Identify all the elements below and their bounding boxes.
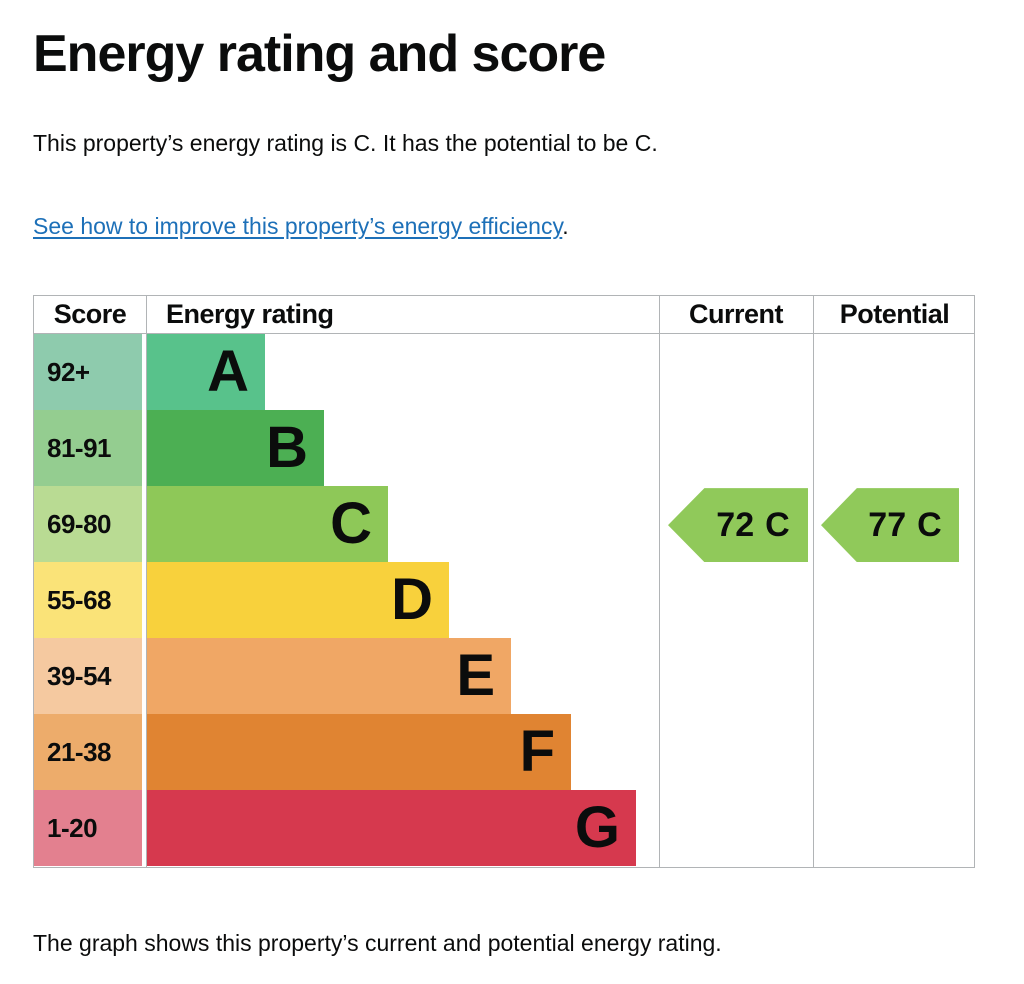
score-range-label: 69-80 (47, 508, 112, 539)
band-letter: A (207, 339, 249, 405)
band-letter: G (574, 795, 620, 861)
header-energy-rating: Energy rating (166, 299, 334, 330)
band-row: 69-80 C (34, 486, 974, 563)
score-range-label: 92+ (47, 356, 90, 387)
current-rating-band: C (765, 505, 790, 544)
band-bar: A (147, 334, 265, 411)
score-cell: 21-38 (34, 714, 142, 791)
intro-text: This property’s energy rating is C. It h… (33, 130, 658, 157)
band-letter: B (266, 415, 308, 481)
potential-rating-band: C (917, 505, 942, 544)
score-cell: 55-68 (34, 562, 142, 639)
header-current: Current (688, 299, 784, 330)
link-suffix: . (562, 213, 569, 240)
footer-text: The graph shows this property’s current … (33, 930, 722, 957)
band-letter: F (519, 719, 555, 785)
score-range-label: 21-38 (47, 736, 112, 767)
current-rating-value: 72 (716, 505, 755, 544)
improvement-link[interactable]: See how to improve this property’s energ… (33, 213, 563, 240)
band-row: 39-54 E (34, 638, 974, 715)
band-row: 21-38 F (34, 714, 974, 791)
band-rows: 92+ A 81-91 B 69-80 C 55-68 D 39-54 (34, 334, 974, 867)
score-range-label: 1-20 (47, 812, 98, 843)
band-row: 1-20 G (34, 790, 974, 867)
band-row: 81-91 B (34, 410, 974, 487)
band-bar: B (147, 410, 324, 487)
score-range-label: 55-68 (47, 584, 112, 615)
band-bar: G (147, 790, 636, 867)
potential-rating-value: 77 (868, 505, 907, 544)
column-divider-score (146, 296, 147, 868)
score-cell: 81-91 (34, 410, 142, 487)
score-range-label: 39-54 (47, 660, 112, 691)
improvement-link-line: See how to improve this property’s energ… (33, 213, 991, 240)
band-bar: E (147, 638, 511, 715)
header-potential: Potential (839, 299, 950, 330)
page-title: Energy rating and score (33, 25, 606, 83)
band-row: 55-68 D (34, 562, 974, 639)
score-range-label: 81-91 (47, 432, 112, 463)
epc-header-row: Score Energy rating Current Potential (34, 296, 974, 335)
score-cell: 1-20 (34, 790, 142, 867)
band-bar: C (147, 486, 388, 563)
column-divider-current (659, 296, 660, 868)
score-cell: 39-54 (34, 638, 142, 715)
band-letter: C (330, 491, 372, 557)
band-bar: F (147, 714, 571, 791)
header-score: Score (53, 299, 127, 330)
band-letter: D (391, 567, 433, 633)
column-divider-potential (813, 296, 814, 868)
band-bar: D (147, 562, 449, 639)
epc-rating-chart: Score Energy rating Current Potential 92… (33, 295, 975, 869)
band-letter: E (456, 643, 495, 709)
score-cell: 69-80 (34, 486, 142, 563)
score-cell: 92+ (34, 334, 142, 411)
band-row: 92+ A (34, 334, 974, 411)
